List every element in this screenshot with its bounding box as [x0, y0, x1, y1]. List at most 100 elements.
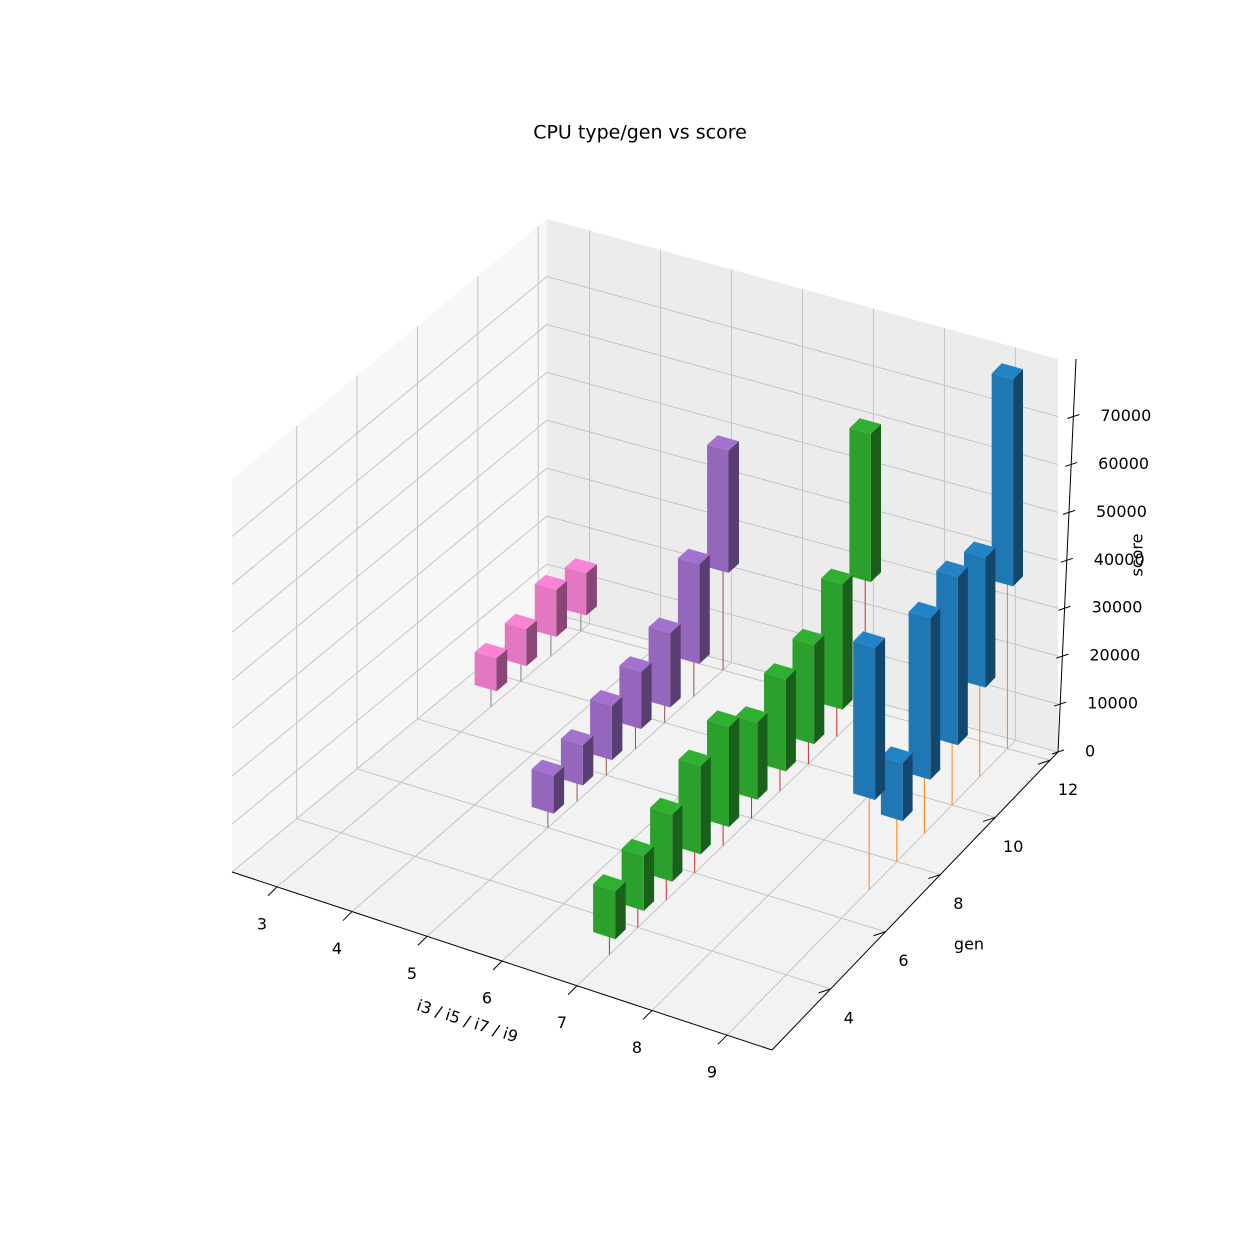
y-tick-label: 8: [953, 894, 963, 913]
floor-pane: [232, 612, 1058, 1050]
y-tick: [818, 988, 831, 994]
y-tick: [1037, 759, 1051, 765]
y-axis-label: gen: [954, 935, 984, 954]
bar-side: [526, 620, 538, 667]
bar-side: [615, 881, 626, 940]
y-tick-label: 10: [1003, 837, 1023, 856]
bar-top: [474, 642, 508, 659]
z-tick-label: 10000: [1087, 694, 1138, 713]
bar-side: [957, 566, 968, 746]
y-axis-line: [771, 751, 1059, 1051]
grid-line: [231, 467, 548, 729]
bar: [764, 673, 786, 772]
bar: [648, 627, 671, 708]
bar-side: [556, 580, 567, 637]
bar-side: [785, 669, 796, 772]
grid-line: [296, 818, 831, 990]
bar: [908, 611, 931, 780]
x-tick-label: 7: [557, 1013, 567, 1032]
bar-side: [902, 752, 913, 822]
y-tick: [983, 816, 996, 822]
bar: [650, 807, 673, 882]
bar: [792, 638, 815, 745]
bar-side: [611, 696, 623, 761]
bar-side: [586, 564, 597, 616]
x-tick: [717, 1034, 728, 1045]
x-tick: [567, 985, 578, 996]
bar: [880, 756, 903, 822]
bar-side: [699, 554, 710, 664]
x-axis-line: [231, 871, 773, 1051]
bar: [936, 570, 958, 746]
left-pane: [232, 219, 547, 872]
bar-side: [553, 766, 565, 814]
bar-top: [648, 617, 681, 634]
y-tick-label: 6: [898, 951, 908, 970]
bar-side: [875, 637, 886, 800]
z-tick-label: 0: [1085, 742, 1095, 761]
bar-top: [504, 613, 538, 630]
bar-top: [593, 874, 626, 892]
bar-side: [496, 649, 508, 692]
grid-line: [726, 739, 1016, 1036]
x-tick-label: 3: [257, 914, 267, 933]
bar: [707, 444, 729, 573]
bar-top: [564, 558, 597, 574]
grid-line: [276, 623, 590, 888]
bar-side: [757, 712, 768, 800]
grid-line: [231, 371, 548, 633]
grid-line: [231, 515, 548, 777]
bar-top: [534, 574, 567, 590]
bar-top: [964, 541, 996, 558]
bar-side: [582, 735, 594, 786]
x-tick: [417, 935, 428, 946]
bar-top: [880, 746, 913, 764]
grid-line: [231, 324, 548, 585]
bar-side: [643, 846, 655, 911]
bar-top: [735, 706, 768, 723]
grid-line: [546, 371, 1059, 513]
bar-side: [985, 547, 996, 688]
bar: [677, 558, 700, 664]
grid-line: [546, 276, 1059, 417]
grid-line: [546, 419, 1059, 561]
bar-side: [670, 623, 681, 708]
z-tick-label: 50000: [1096, 502, 1147, 521]
bar: [621, 848, 644, 911]
x-tick-label: 5: [407, 964, 417, 983]
grid-line: [351, 642, 661, 912]
bar: [534, 583, 557, 637]
bar-top: [707, 435, 739, 451]
bar-side: [842, 574, 853, 710]
bar-top: [936, 560, 968, 577]
bar-top: [619, 656, 652, 672]
chart-title: CPU type/gen vs score: [533, 122, 747, 144]
bar: [564, 567, 587, 616]
y-tick: [873, 931, 886, 937]
y-tick: [928, 874, 941, 880]
grid-line: [576, 701, 874, 987]
bar-top: [560, 729, 594, 746]
x-tick-label: 8: [632, 1038, 642, 1057]
bar-top: [677, 548, 710, 565]
bar-side: [870, 424, 881, 583]
bar: [849, 428, 871, 583]
bar-top: [764, 663, 796, 680]
bar-top: [707, 710, 740, 727]
bar: [707, 720, 729, 827]
y-tick-label: 12: [1058, 780, 1078, 799]
x-tick: [492, 960, 503, 971]
grid-line: [231, 419, 548, 681]
z-tick-label: 40000: [1094, 550, 1145, 569]
bar: [474, 652, 497, 692]
bar-top: [991, 363, 1023, 380]
x-tick: [642, 1010, 653, 1020]
z-axis-line: [1057, 358, 1077, 753]
z-axis-label: score: [1128, 534, 1147, 577]
bar-side: [700, 756, 711, 855]
bar-top: [621, 838, 655, 856]
bar-side: [814, 635, 825, 745]
x-axis-label: i3 / i5 / i7 / i9: [414, 996, 520, 1047]
bar: [590, 699, 612, 761]
